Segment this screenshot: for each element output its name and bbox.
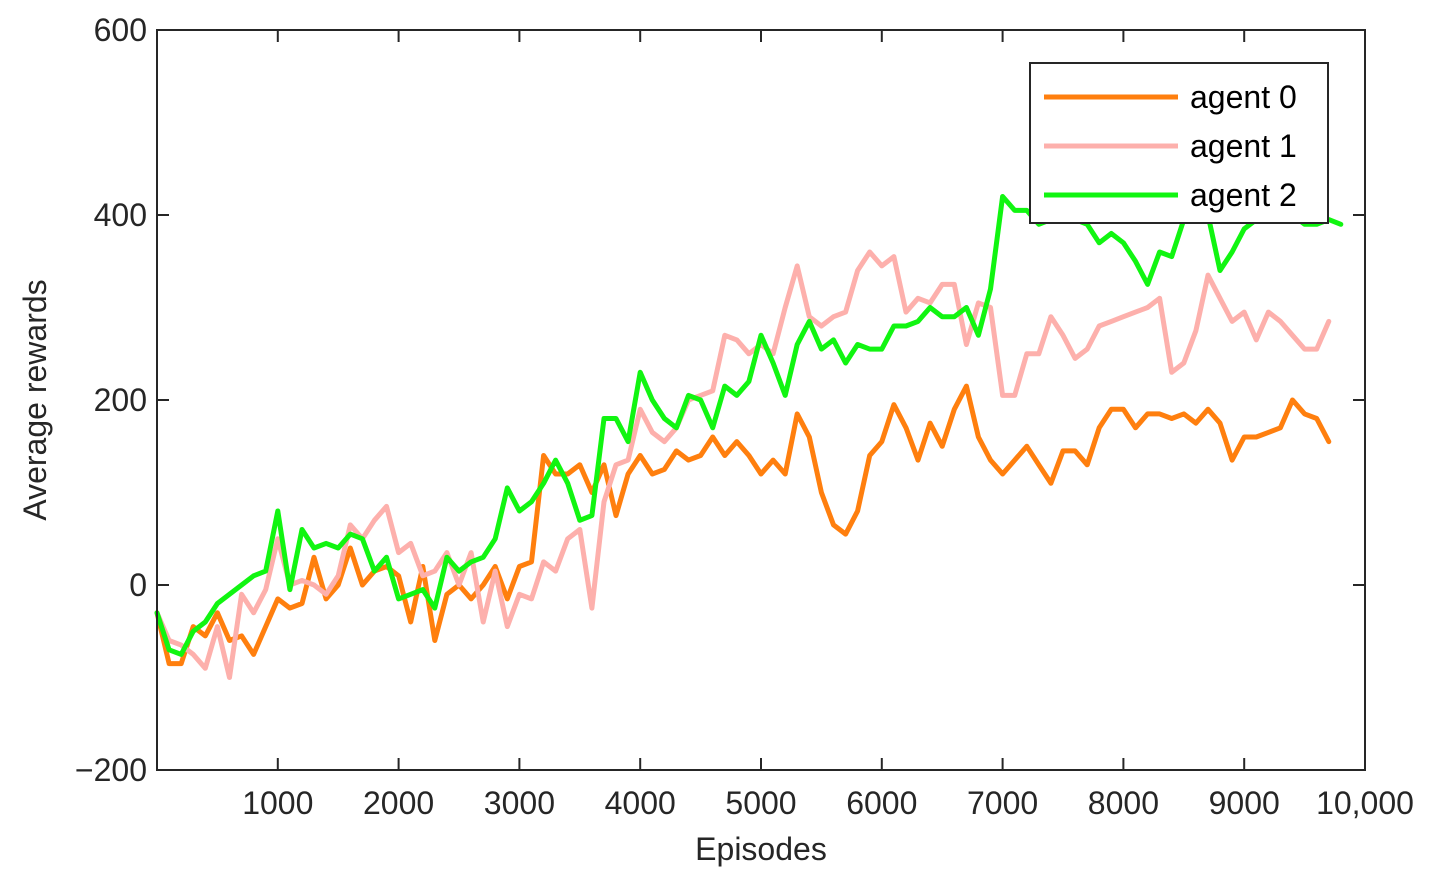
x-axis-label: Episodes	[695, 831, 827, 867]
x-tick-label: 6000	[846, 785, 917, 821]
legend-label-agent-0: agent 0	[1190, 79, 1297, 115]
ticks-layer	[157, 29, 1366, 771]
series-line-agent-0	[154, 383, 1332, 667]
y-tick-label: −200	[75, 752, 147, 788]
y-tick-label: 0	[129, 567, 147, 603]
x-tick-label: 2000	[363, 785, 434, 821]
series-line-agent-2	[154, 194, 1344, 657]
x-tick-label: 4000	[605, 785, 676, 821]
x-tick-label: 7000	[967, 785, 1038, 821]
x-tick-label: 3000	[484, 785, 555, 821]
y-tick-label: 400	[94, 197, 147, 233]
x-tick-label: 1000	[242, 785, 313, 821]
x-tick-label: 9000	[1209, 785, 1280, 821]
legend-label-agent-1: agent 1	[1190, 128, 1297, 164]
legend: agent 0 agent 1 agent 2	[1029, 62, 1329, 224]
series-line-agent-1	[154, 249, 1332, 680]
tick-labels-layer: 1000 2000 3000 4000 5000 6000 7000 8000 9000 10,0…	[75, 12, 1414, 821]
y-tick-label: 200	[94, 382, 147, 418]
x-tick-label: 5000	[725, 785, 796, 821]
series-layer	[154, 194, 1344, 680]
legend-label-agent-2: agent 2	[1190, 177, 1297, 213]
y-tick-label: 600	[94, 12, 147, 48]
x-tick-label: 8000	[1088, 785, 1159, 821]
y-axis-label: Average rewards	[17, 279, 53, 520]
x-tick-label: 10,000	[1316, 785, 1414, 821]
